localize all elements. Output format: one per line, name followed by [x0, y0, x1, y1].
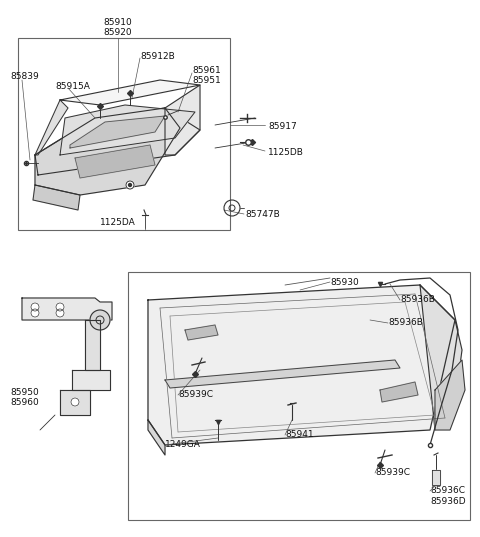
- Polygon shape: [432, 470, 440, 485]
- Polygon shape: [148, 420, 165, 455]
- Text: 85930: 85930: [330, 278, 359, 287]
- Text: 85961: 85961: [192, 66, 221, 75]
- Text: 85839: 85839: [10, 72, 39, 81]
- Bar: [18, 38, 230, 230]
- Polygon shape: [60, 105, 195, 155]
- Text: 85936B: 85936B: [400, 295, 435, 304]
- Polygon shape: [35, 108, 180, 195]
- Text: 85960: 85960: [10, 398, 39, 407]
- Polygon shape: [380, 382, 418, 402]
- Circle shape: [90, 310, 110, 330]
- Polygon shape: [75, 145, 155, 178]
- Text: 85920: 85920: [104, 28, 132, 37]
- Polygon shape: [165, 85, 200, 155]
- Text: 85941: 85941: [285, 430, 313, 439]
- Text: 1125DA: 1125DA: [100, 218, 136, 227]
- Polygon shape: [148, 285, 455, 445]
- Polygon shape: [185, 325, 218, 340]
- Circle shape: [56, 303, 64, 311]
- Text: 85939C: 85939C: [375, 468, 410, 477]
- Text: 85950: 85950: [10, 388, 39, 397]
- Polygon shape: [165, 360, 400, 388]
- Polygon shape: [85, 320, 100, 370]
- Circle shape: [129, 184, 132, 186]
- Text: 85912B: 85912B: [140, 52, 175, 61]
- Circle shape: [71, 398, 79, 406]
- Text: 85936D: 85936D: [430, 497, 466, 506]
- Text: 1125DB: 1125DB: [268, 148, 304, 157]
- Text: 85951: 85951: [192, 76, 221, 85]
- Text: 85936C: 85936C: [430, 486, 465, 495]
- Bar: [128, 272, 470, 520]
- Circle shape: [31, 303, 39, 311]
- Circle shape: [31, 309, 39, 317]
- Polygon shape: [35, 100, 68, 155]
- Polygon shape: [22, 298, 112, 320]
- Polygon shape: [420, 285, 462, 430]
- Text: 85910: 85910: [104, 18, 132, 27]
- Circle shape: [126, 181, 134, 189]
- Polygon shape: [72, 370, 110, 390]
- Polygon shape: [60, 80, 200, 105]
- Text: 85915A: 85915A: [55, 82, 90, 91]
- Text: 85939C: 85939C: [178, 390, 213, 399]
- Polygon shape: [70, 116, 165, 148]
- Polygon shape: [35, 108, 200, 175]
- Text: 85936B: 85936B: [388, 318, 423, 327]
- Text: 1249GA: 1249GA: [165, 440, 201, 449]
- Polygon shape: [33, 185, 80, 210]
- Circle shape: [56, 309, 64, 317]
- Text: 85917: 85917: [268, 122, 297, 131]
- Text: 85747B: 85747B: [245, 210, 280, 219]
- Polygon shape: [435, 360, 465, 430]
- Polygon shape: [60, 390, 90, 415]
